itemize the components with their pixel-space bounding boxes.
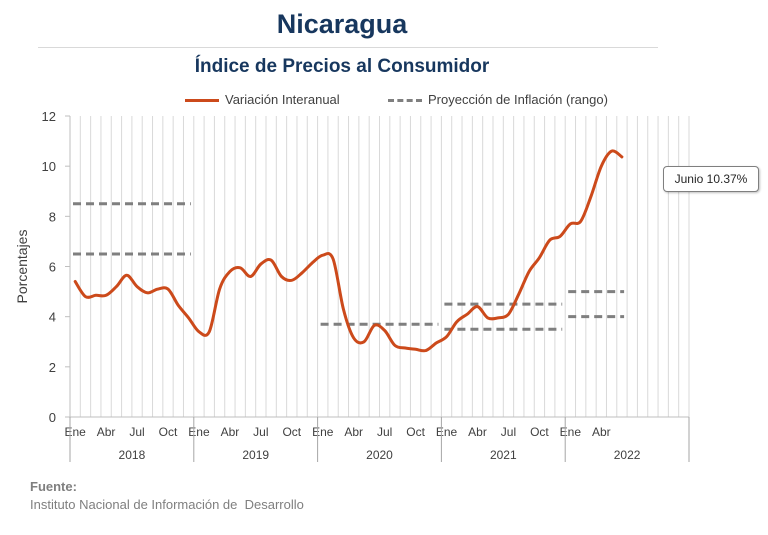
legend-item-variacion: Variación Interanual [185,92,340,107]
x-month-label: Ene [436,425,458,439]
y-tick-label: 8 [49,209,56,224]
x-month-label: Abr [592,425,611,439]
y-tick-label: 0 [49,410,56,425]
x-month-label: Oct [282,425,301,439]
x-month-label: Abr [468,425,487,439]
x-year-label: 2021 [490,448,517,462]
x-month-label: Oct [406,425,425,439]
source-label: Fuente: [30,479,77,494]
june-value-callout: Junio 10.37% [663,166,759,192]
x-month-label: Jul [377,425,392,439]
y-tick-label: 6 [49,260,56,275]
y-tick-label: 4 [49,310,56,325]
legend-item-proyeccion: Proyección de Inflación (rango) [388,92,608,107]
legend-label-variacion: Variación Interanual [225,92,340,107]
title-divider [38,47,658,48]
x-month-label: Ene [188,425,210,439]
x-month-label: Ene [64,425,86,439]
x-month-label: Ene [560,425,582,439]
x-year-label: 2018 [119,448,146,462]
x-month-label: Ene [312,425,334,439]
x-month-label: Jul [129,425,144,439]
x-year-label: 2022 [614,448,641,462]
source-text: Instituto Nacional de Información de Des… [30,497,304,512]
x-month-label: Jul [501,425,516,439]
x-month-label: Jul [253,425,268,439]
x-month-label: Oct [530,425,549,439]
y-axis-label: Porcentajes [14,230,30,304]
x-month-label: Abr [344,425,363,439]
x-year-label: 2020 [366,448,393,462]
x-month-label: Oct [159,425,178,439]
chart-subtitle: Índice de Precios al Consumidor [194,56,490,77]
x-month-label: Abr [221,425,240,439]
legend-swatch-solid [185,99,219,103]
series-line-variacion [73,149,624,353]
x-year-label: 2019 [242,448,269,462]
legend-swatch-dashed [388,99,422,103]
x-month-label: Abr [97,425,116,439]
chart-title: Nicaragua [276,9,408,39]
y-tick-label: 10 [42,159,56,174]
legend-label-proyeccion: Proyección de Inflación (rango) [428,92,608,107]
y-tick-label: 12 [42,109,56,124]
y-tick-label: 2 [49,360,56,375]
